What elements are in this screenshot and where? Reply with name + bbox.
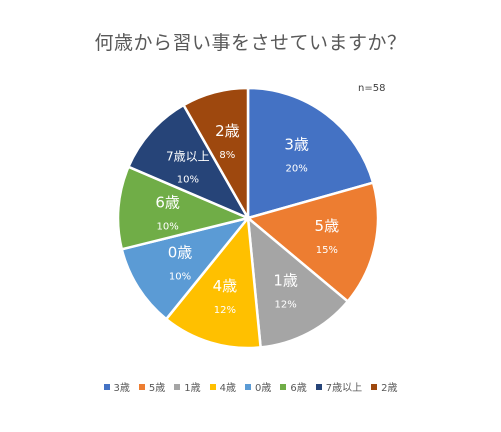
legend-item-5: 6歳 bbox=[280, 379, 307, 394]
slice-label-4: 0歳 bbox=[168, 243, 193, 261]
slice-value-6: 10% bbox=[177, 174, 199, 185]
legend-item-4: 0歳 bbox=[245, 379, 271, 394]
pie-slice-5 bbox=[116, 165, 252, 251]
pie-slice-4 bbox=[120, 215, 252, 321]
slice-value-2: 12% bbox=[275, 299, 297, 310]
slice-value-3: 12% bbox=[214, 305, 236, 316]
legend-item-7: 2歳 bbox=[371, 379, 398, 394]
chart-legend: 3歳 5歳 1歳 4歳 0歳 6歳 7歳以上 2歳 bbox=[0, 379, 501, 394]
legend-swatch bbox=[103, 383, 110, 390]
legend-label: 2歳 bbox=[381, 383, 398, 394]
pie-slice-2 bbox=[246, 215, 350, 349]
legend-swatch bbox=[371, 383, 378, 390]
slice-label-7: 2歳 bbox=[215, 122, 240, 140]
slice-value-4: 10% bbox=[169, 271, 191, 282]
legend-swatch bbox=[245, 383, 251, 390]
legend-label: 0歳 bbox=[255, 383, 272, 394]
pie-slice-0 bbox=[246, 86, 375, 220]
legend-label: 3歳 bbox=[113, 383, 130, 394]
legend-item-1: 5歳 bbox=[138, 379, 166, 394]
slice-label-0: 3歳 bbox=[284, 136, 309, 154]
legend-item-2: 1歳 bbox=[174, 379, 201, 394]
legend-swatch bbox=[315, 383, 322, 390]
legend-swatch bbox=[209, 383, 216, 390]
pie-slice-6 bbox=[126, 103, 251, 221]
chart-title: 何歳から習い事をさせていますか？ bbox=[94, 32, 407, 54]
pie-slice-3 bbox=[164, 214, 262, 350]
pie-slice-1 bbox=[245, 181, 380, 304]
legend-item-0: 3歳 bbox=[103, 379, 130, 394]
slice-label-6: 7歳以上 bbox=[166, 149, 210, 163]
legend-label: 1歳 bbox=[184, 383, 201, 394]
slice-value-1: 15% bbox=[316, 245, 338, 256]
legend-item-6: 7歳以上 bbox=[315, 379, 363, 394]
slice-value-7: 8% bbox=[219, 150, 235, 161]
sample-size-note: n=58 bbox=[358, 83, 386, 94]
pie-slice-7 bbox=[181, 86, 250, 223]
slice-value-0: 20% bbox=[286, 164, 308, 175]
legend-swatch bbox=[280, 383, 287, 390]
slice-label-2: 1歳 bbox=[273, 271, 298, 289]
legend-label: 7歳以上 bbox=[325, 383, 363, 394]
slice-value-5: 10% bbox=[157, 221, 179, 232]
legend-label: 6歳 bbox=[290, 383, 307, 394]
slice-label-3: 4歳 bbox=[213, 277, 238, 295]
legend-label: 4歳 bbox=[219, 383, 236, 394]
legend-label: 5歳 bbox=[148, 383, 166, 394]
slice-label-5: 6歳 bbox=[155, 193, 180, 211]
slice-label-1: 5歳 bbox=[315, 217, 340, 235]
legend-swatch bbox=[174, 383, 181, 390]
legend-item-3: 4歳 bbox=[209, 379, 236, 394]
legend-swatch bbox=[138, 383, 145, 390]
